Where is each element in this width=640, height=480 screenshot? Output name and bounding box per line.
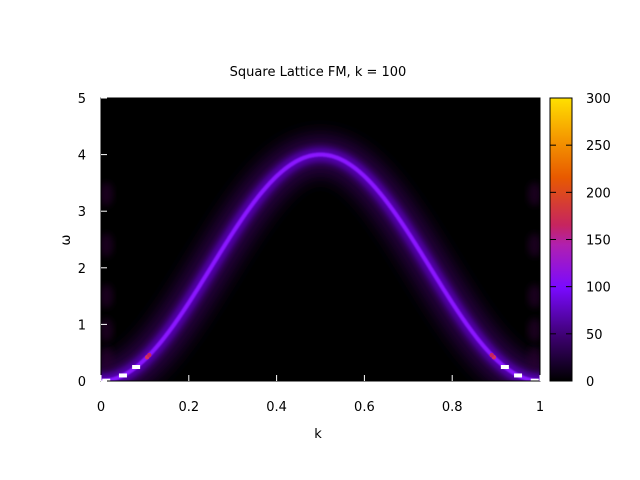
x-axis-label: k — [314, 427, 322, 442]
colorbar-tick-label: 100 — [586, 281, 611, 296]
y-tick-label: 0 — [78, 375, 86, 390]
saturated-point — [514, 373, 523, 378]
edge-intensity-blob — [527, 233, 540, 258]
hot-spot — [489, 352, 494, 358]
plot-frame — [100, 97, 541, 382]
colorbar: 0 50 100 150 200 250 300 — [549, 92, 611, 390]
saturated-point — [102, 378, 111, 381]
edge-intensity-blob — [527, 346, 540, 371]
x-tick-label: 0.6 — [354, 400, 375, 415]
x-tick-label: 0.2 — [178, 400, 199, 415]
heatmap-layer — [101, 135, 540, 381]
colorbar-tick-label: 250 — [586, 139, 611, 154]
y-tick-label: 1 — [78, 318, 86, 333]
saturated-point — [132, 364, 141, 369]
hot-spot — [147, 352, 152, 358]
edge-intensity-blob — [527, 318, 540, 343]
x-tick-label: 1 — [536, 400, 544, 415]
y-axis: 0 1 2 3 4 5 — [78, 92, 107, 390]
y-tick-label: 3 — [78, 205, 86, 220]
chart-title: Square Lattice FM, k = 100 — [230, 65, 407, 80]
y-tick-label: 5 — [78, 92, 86, 107]
y-tick-label: 4 — [78, 149, 86, 164]
saturated-point — [530, 378, 539, 381]
x-axis: 0 0.2 0.4 0.6 0.8 1 — [97, 375, 544, 415]
y-tick-label: 2 — [78, 262, 86, 277]
edge-intensity-blob — [527, 182, 540, 207]
colorbar-tick-label: 50 — [586, 328, 603, 343]
colorbar-tick-label: 300 — [586, 92, 611, 107]
dispersion-line — [101, 152, 540, 381]
edge-intensity-blob — [101, 284, 114, 309]
y-axis-label: ω — [59, 235, 74, 246]
saturated-point — [500, 364, 509, 369]
plot-area — [100, 97, 541, 382]
edge-intensity-blob — [527, 284, 540, 309]
colorbar-ticks: 0 50 100 150 200 250 300 — [550, 92, 611, 390]
colorbar-tick-label: 200 — [586, 186, 611, 201]
x-tick-label: 0 — [97, 400, 105, 415]
colorbar-tick-label: 0 — [586, 375, 594, 390]
saturated-point — [118, 373, 127, 378]
x-tick-label: 0.8 — [442, 400, 463, 415]
edge-intensity-blob — [101, 346, 114, 371]
colorbar-tick-label: 150 — [586, 234, 611, 249]
edge-intensity-blob — [101, 233, 114, 258]
x-tick-label: 0.4 — [266, 400, 287, 415]
edge-intensity-blob — [101, 182, 114, 207]
